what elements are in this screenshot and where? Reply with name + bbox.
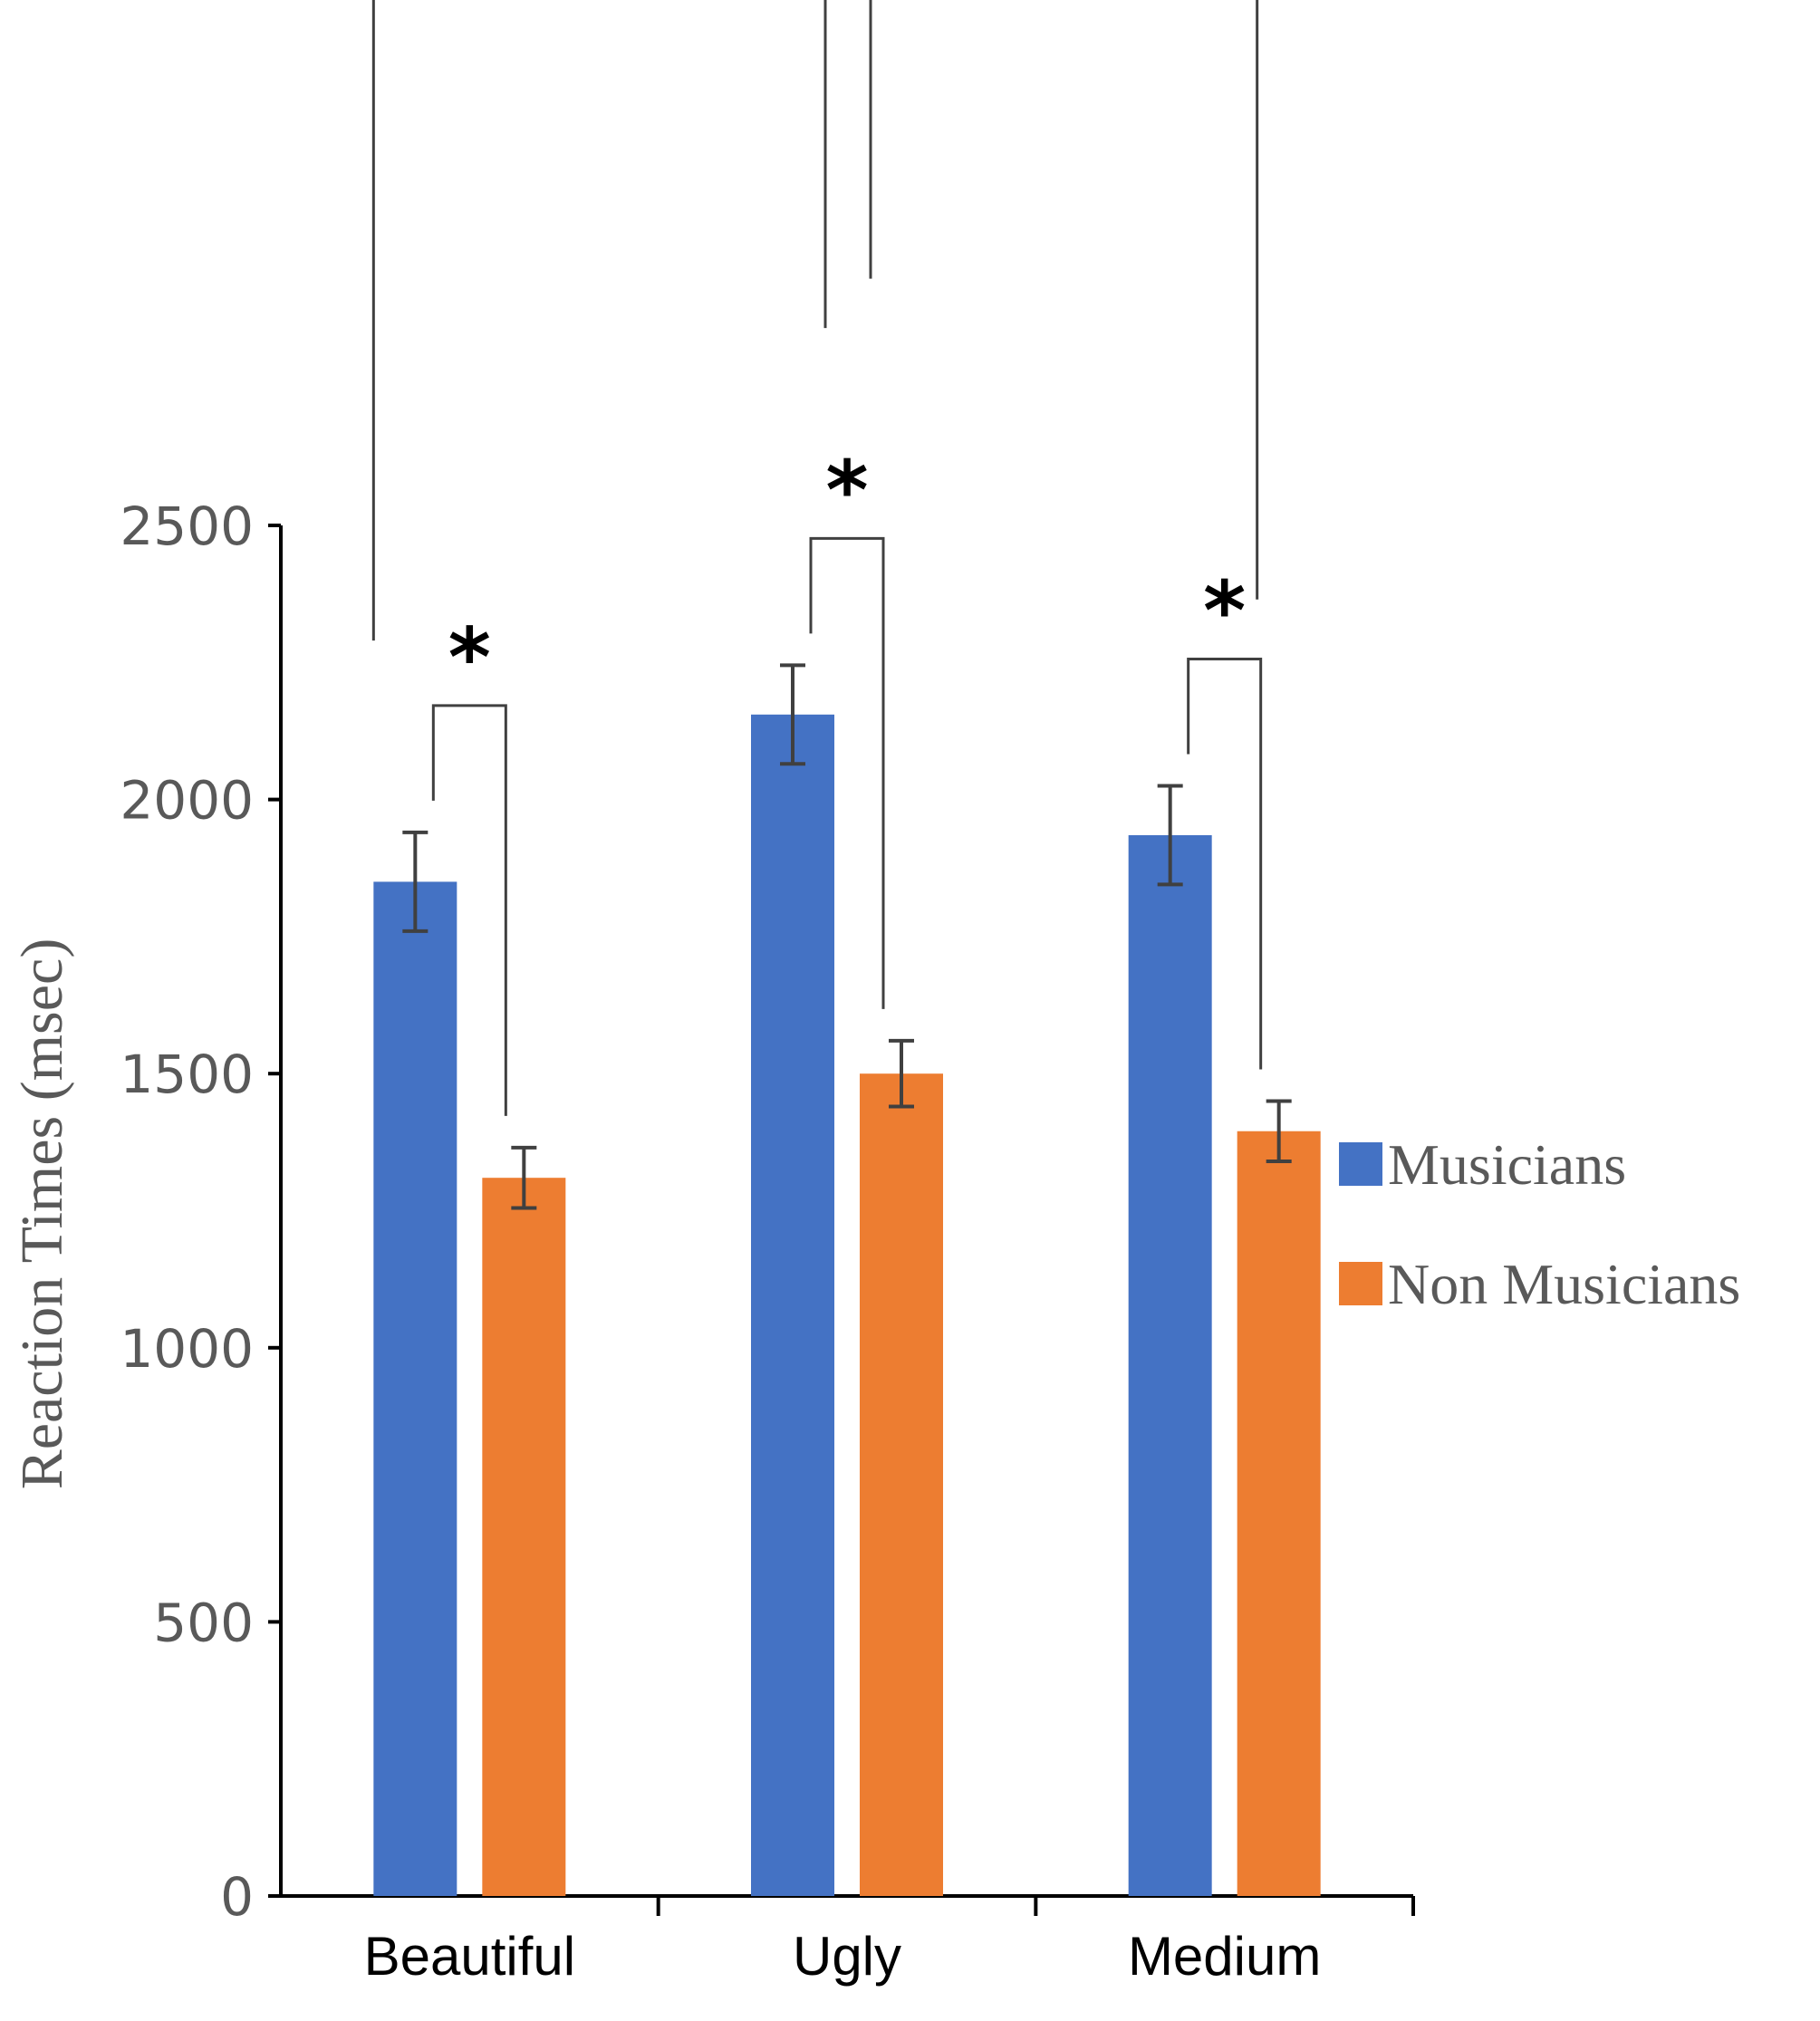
x-category-label: Medium	[1128, 1926, 1321, 1987]
error-bar	[1266, 1099, 1292, 1164]
legend-swatch	[1339, 1142, 1382, 1186]
y-tick-label: 2500	[120, 496, 254, 557]
error-bar	[1157, 784, 1183, 887]
x-category-label: Beautiful	[364, 1926, 576, 1987]
bar	[482, 1178, 566, 1896]
significance-bracket	[431, 704, 507, 1116]
bar	[751, 714, 834, 1897]
y-axis-label: Reaction Times (msec)	[9, 938, 75, 1490]
significance-bracket	[809, 536, 885, 1009]
bar	[1237, 1131, 1321, 1896]
significance-star: *	[825, 443, 868, 538]
error-bar	[780, 663, 805, 766]
bar	[373, 881, 457, 1896]
legend-swatch	[1339, 1262, 1382, 1305]
x-category-label: Ugly	[793, 1926, 901, 1987]
bar	[1128, 834, 1212, 1896]
significance-bracket	[869, 0, 1259, 600]
y-tick-label: 0	[220, 1866, 254, 1928]
y-tick-label: 2000	[120, 770, 254, 832]
significance-star: *	[448, 611, 491, 706]
y-tick-label: 500	[153, 1592, 254, 1653]
significance-star: *	[1203, 563, 1246, 659]
significance-bracket	[371, 0, 827, 641]
y-tick-label: 1500	[120, 1044, 254, 1105]
legend-label: Non Musicians	[1388, 1252, 1740, 1316]
error-bar	[889, 1038, 914, 1109]
legend: Musicians Non Musicians	[1339, 1132, 1740, 1316]
error-bar	[402, 830, 429, 933]
legend-label: Musicians	[1388, 1132, 1626, 1197]
bar	[860, 1073, 943, 1896]
error-bar	[511, 1145, 537, 1210]
y-tick-label: 1000	[120, 1318, 254, 1380]
significance-bracket	[1187, 657, 1263, 1070]
